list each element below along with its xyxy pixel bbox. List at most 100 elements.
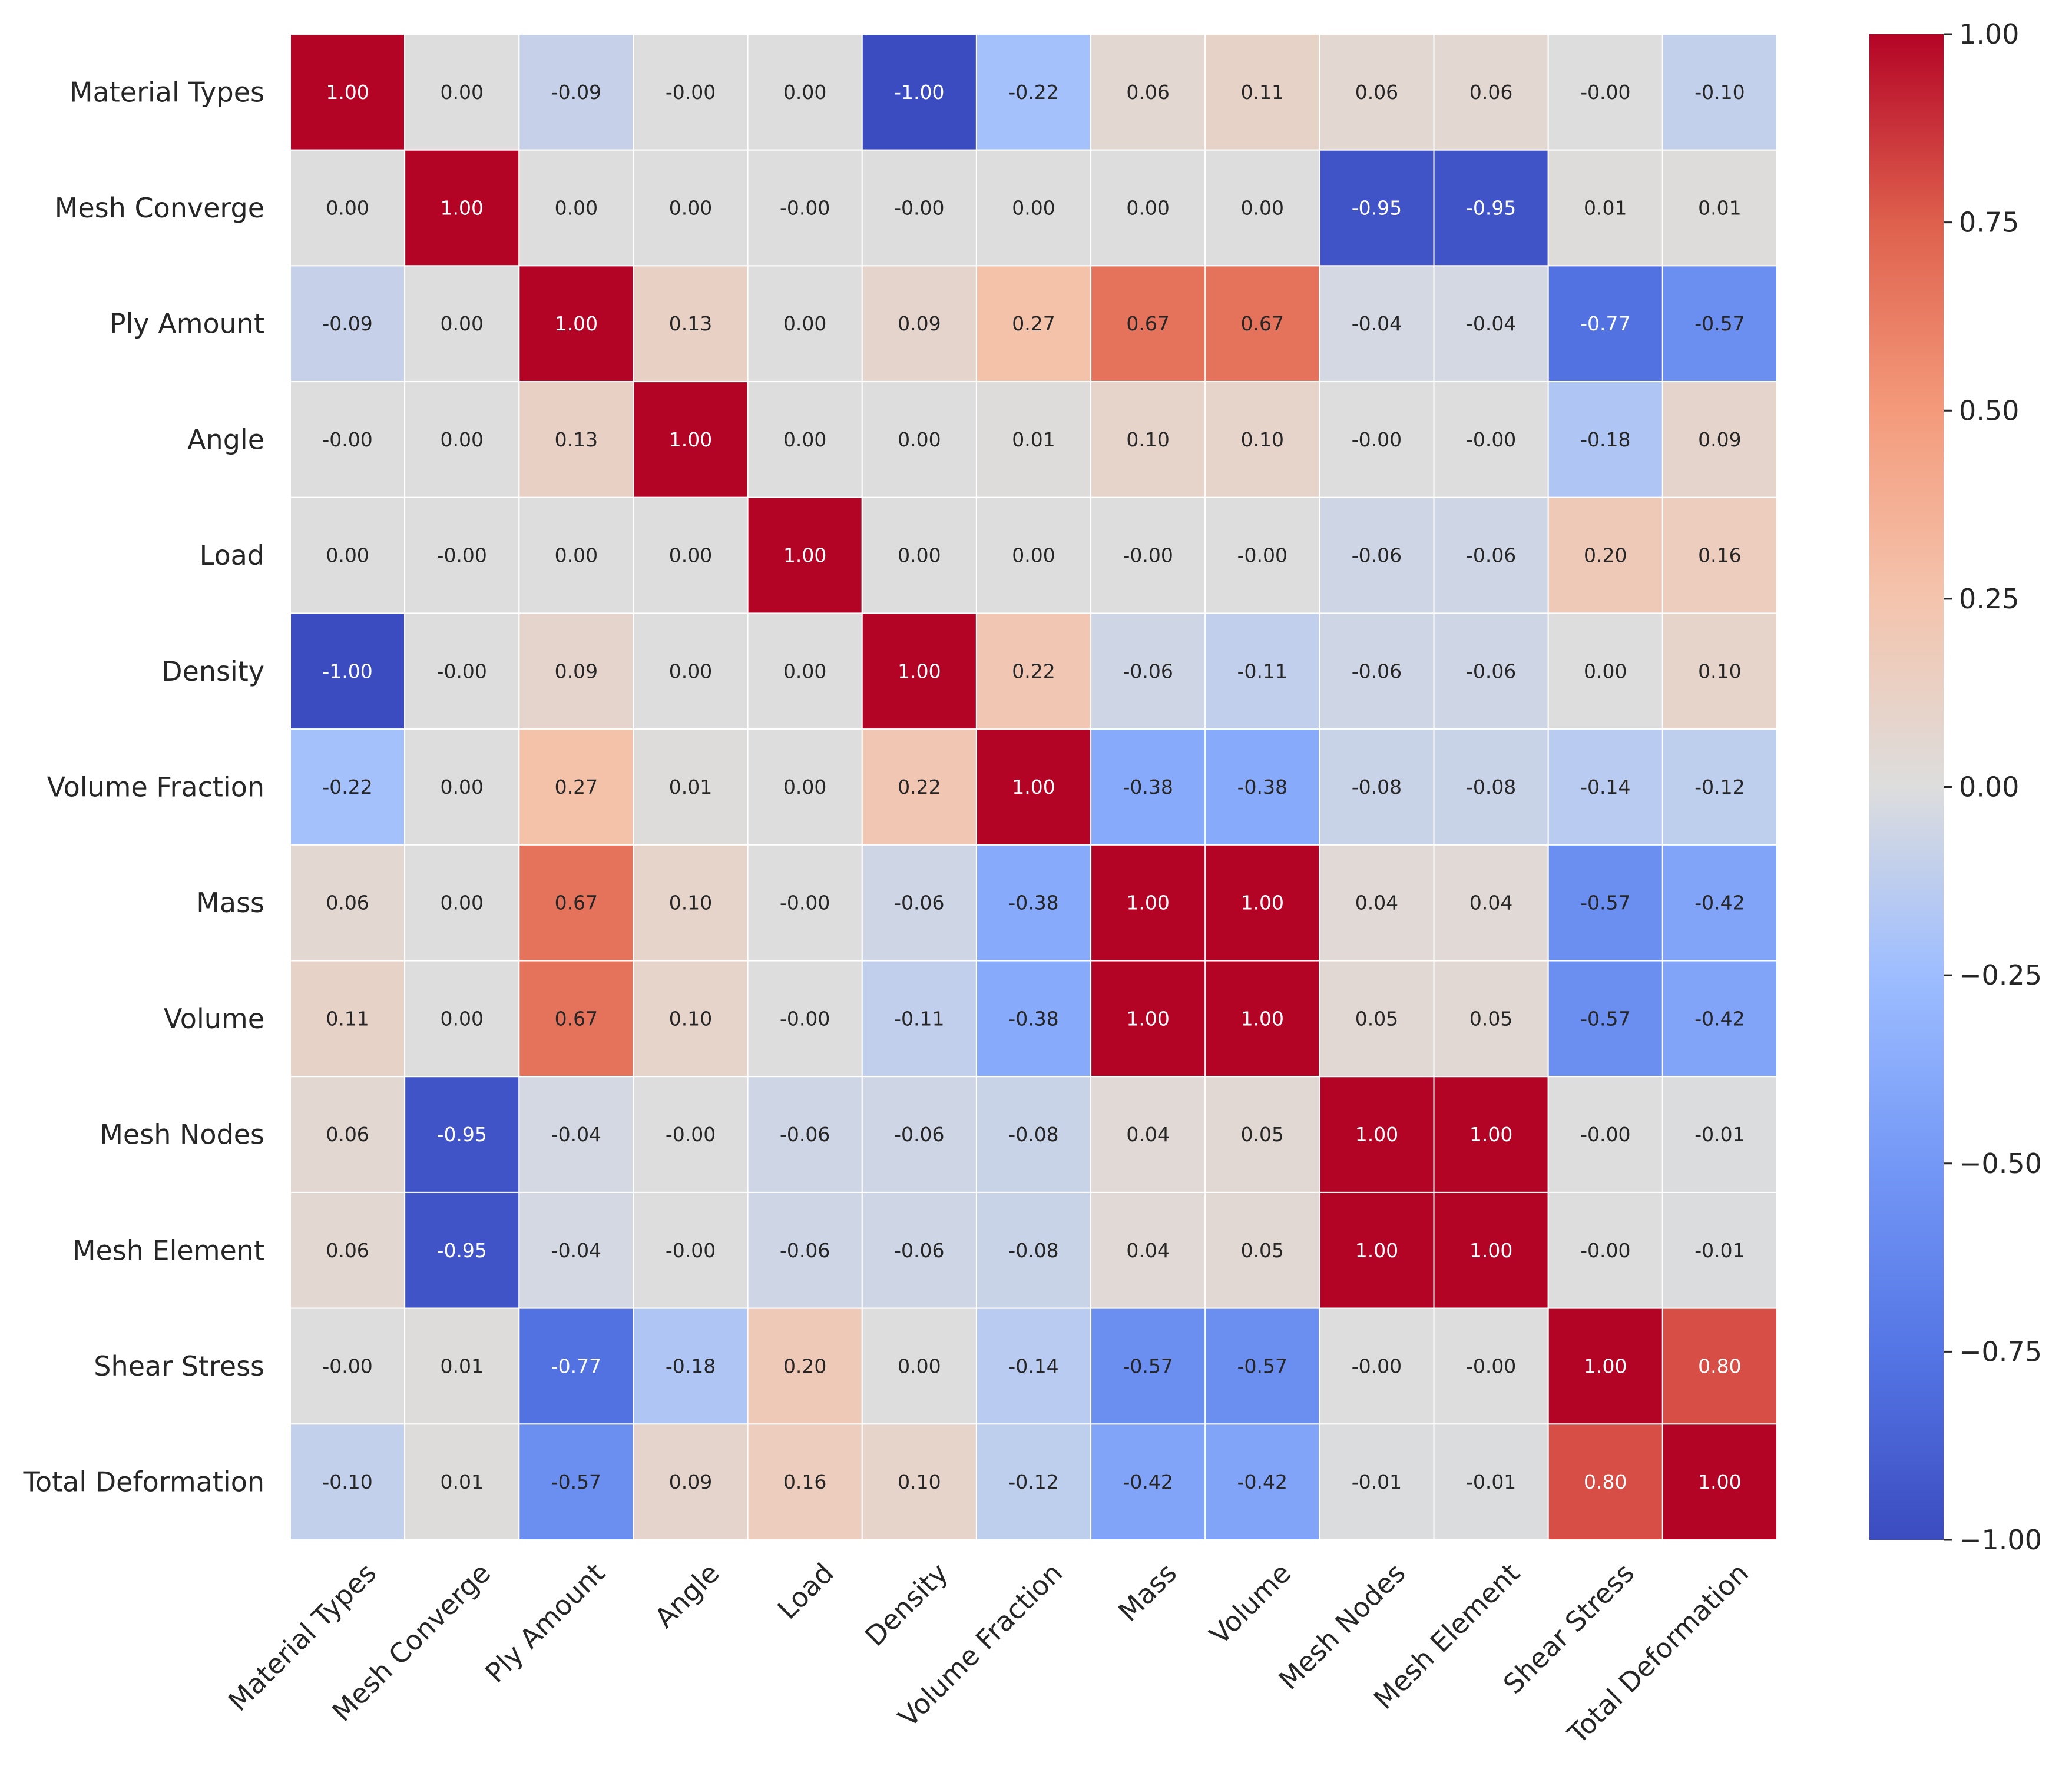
heatmap-value-labels: 1.00 0.00 -0.09 -0.00 0.00 -1.00 -0.22 0.06 0.11… <box>322 81 1745 1493</box>
cell-value-r2-c3: 0.13 <box>669 312 712 335</box>
row-label-volume: Volume <box>164 1003 264 1035</box>
cell-value-r12-c1: 0.01 <box>440 1470 483 1493</box>
colorbar-tick-label-0: 1.00 <box>1959 18 2019 50</box>
cell-value-r6-c10: -0.08 <box>1466 776 1516 798</box>
heatmap-cell-r3-c10 <box>1433 381 1549 498</box>
heatmap-cell-r0-c9 <box>1319 34 1435 151</box>
heatmap-cell-r9-c0 <box>290 1076 406 1193</box>
cell-value-r2-c8: 0.67 <box>1241 312 1284 335</box>
heatmap-cell-r6-c10 <box>1433 728 1549 846</box>
heatmap-cell-r0-c6 <box>975 34 1092 151</box>
colorbar: 1.00 0.75 0.50 0.25 0.00 −0.25 −0.50 −0.75 −1.00 <box>1869 18 2042 1556</box>
cell-value-r2-c11: -0.77 <box>1580 312 1630 335</box>
row-label-density: Density <box>161 655 264 687</box>
cell-value-r1-c6: 0.00 <box>1012 197 1055 220</box>
heatmap-cell-r5-c8 <box>1204 612 1320 730</box>
cell-value-r11-c10: -0.00 <box>1466 1354 1516 1377</box>
cell-value-r2-c9: -0.04 <box>1352 312 1402 335</box>
cell-value-r7-c4: -0.00 <box>780 892 830 915</box>
cell-value-r3-c12: 0.09 <box>1698 428 1741 451</box>
heatmap-cell-r8-c3 <box>633 960 749 1078</box>
heatmap-cell-r1-c8 <box>1204 149 1320 267</box>
cell-value-r5-c8: -0.11 <box>1237 660 1287 682</box>
cell-value-r5-c7: -0.06 <box>1123 660 1173 682</box>
heatmap-cell-r9-c10 <box>1433 1076 1549 1193</box>
heatmap-cell-r3-c3 <box>633 381 749 498</box>
cell-value-r8-c6: -0.38 <box>1008 1007 1058 1030</box>
heatmap-cell-r11-c6 <box>975 1307 1092 1425</box>
cell-value-r8-c11: -0.57 <box>1580 1007 1630 1030</box>
heatmap-cell-r6-c2 <box>518 728 634 846</box>
cell-value-r4-c2: 0.00 <box>555 544 598 567</box>
cell-value-r9-c0: 0.06 <box>326 1123 369 1146</box>
cell-value-r12-c5: 0.10 <box>898 1470 941 1493</box>
cell-value-r10-c8: 0.05 <box>1241 1239 1284 1262</box>
cell-value-r9-c10: 1.00 <box>1469 1123 1512 1146</box>
heatmap-cell-r3-c7 <box>1090 381 1206 498</box>
cell-value-r3-c11: -0.18 <box>1580 428 1630 451</box>
cell-value-r6-c7: -0.38 <box>1123 776 1173 798</box>
heatmap-cell-r7-c10 <box>1433 844 1549 962</box>
heatmap-cell-r0-c7 <box>1090 34 1206 151</box>
heatmap-cell-r9-c3 <box>633 1076 749 1193</box>
cell-value-r6-c5: 0.22 <box>898 776 941 798</box>
cell-value-r7-c9: 0.04 <box>1355 892 1398 915</box>
heatmap-cell-r1-c11 <box>1547 149 1663 267</box>
cell-value-r0-c9: 0.06 <box>1355 81 1398 104</box>
heatmap-cell-r5-c2 <box>518 612 634 730</box>
cell-value-r10-c10: 1.00 <box>1469 1239 1512 1262</box>
heatmap-cell-r4-c9 <box>1319 496 1435 614</box>
heatmap-cell-r7-c11 <box>1547 844 1663 962</box>
heatmap-cell-r12-c4 <box>747 1423 863 1541</box>
cell-value-r12-c6: -0.12 <box>1008 1470 1058 1493</box>
heatmap-cell-r8-c7 <box>1090 960 1206 1078</box>
cell-value-r9-c3: -0.00 <box>666 1123 716 1146</box>
cell-value-r7-c7: 1.00 <box>1126 892 1169 915</box>
heatmap-cell-r6-c12 <box>1661 728 1778 846</box>
cell-value-r2-c10: -0.04 <box>1466 312 1516 335</box>
cell-value-r10-c1: -0.95 <box>437 1239 487 1262</box>
heatmap-cell-r3-c9 <box>1319 381 1435 498</box>
cell-value-r1-c1: 1.00 <box>440 197 483 220</box>
row-label-mesh-converge: Mesh Converge <box>55 192 264 224</box>
heatmap-cells <box>290 34 1778 1541</box>
heatmap-cell-r8-c6 <box>975 960 1092 1078</box>
heatmap-cell-r12-c0 <box>290 1423 406 1541</box>
cell-value-r4-c8: -0.00 <box>1237 544 1287 567</box>
cell-value-r12-c0: -0.10 <box>322 1470 372 1493</box>
cell-value-r7-c6: -0.38 <box>1008 892 1058 915</box>
heatmap-cell-r10-c6 <box>975 1191 1092 1309</box>
cell-value-r1-c4: -0.00 <box>780 197 830 220</box>
heatmap-cell-r11-c8 <box>1204 1307 1320 1425</box>
colorbar-gradient-bar <box>1869 34 1944 1540</box>
cell-value-r7-c5: -0.06 <box>894 892 944 915</box>
heatmap-cell-r1-c10 <box>1433 149 1549 267</box>
cell-value-r0-c8: 0.11 <box>1241 81 1284 104</box>
cell-value-r3-c1: 0.00 <box>440 428 483 451</box>
cell-value-r10-c5: -0.06 <box>894 1239 944 1262</box>
cell-value-r7-c11: -0.57 <box>1580 892 1630 915</box>
heatmap-cell-r7-c12 <box>1661 844 1778 962</box>
cell-value-r3-c3: 1.00 <box>669 428 712 451</box>
heatmap-cell-r8-c1 <box>404 960 520 1078</box>
cell-value-r12-c12: 1.00 <box>1698 1470 1741 1493</box>
cell-value-r4-c10: -0.06 <box>1466 544 1516 567</box>
cell-value-r11-c8: -0.57 <box>1237 1354 1287 1377</box>
cell-value-r6-c9: -0.08 <box>1352 776 1402 798</box>
heatmap-cell-r1-c2 <box>518 149 634 267</box>
cell-value-r10-c9: 1.00 <box>1355 1239 1398 1262</box>
heatmap-cell-r5-c7 <box>1090 612 1206 730</box>
cell-value-r2-c2: 1.00 <box>555 312 598 335</box>
cell-value-r11-c12: 0.80 <box>1698 1354 1741 1377</box>
heatmap-cell-r4-c7 <box>1090 496 1206 614</box>
cell-value-r8-c0: 0.11 <box>326 1007 369 1030</box>
cell-value-r6-c12: -0.12 <box>1694 776 1745 798</box>
row-label-volume-fraction: Volume Fraction <box>47 771 264 803</box>
row-label-mass: Mass <box>196 887 264 919</box>
cell-value-r11-c5: 0.00 <box>898 1354 941 1377</box>
heatmap-cell-r8-c12 <box>1661 960 1778 1078</box>
cell-value-r0-c12: -0.10 <box>1694 81 1745 104</box>
heatmap-cell-r2-c3 <box>633 265 749 383</box>
heatmap-cell-r2-c4 <box>747 265 863 383</box>
cell-value-r12-c9: -0.01 <box>1352 1470 1402 1493</box>
